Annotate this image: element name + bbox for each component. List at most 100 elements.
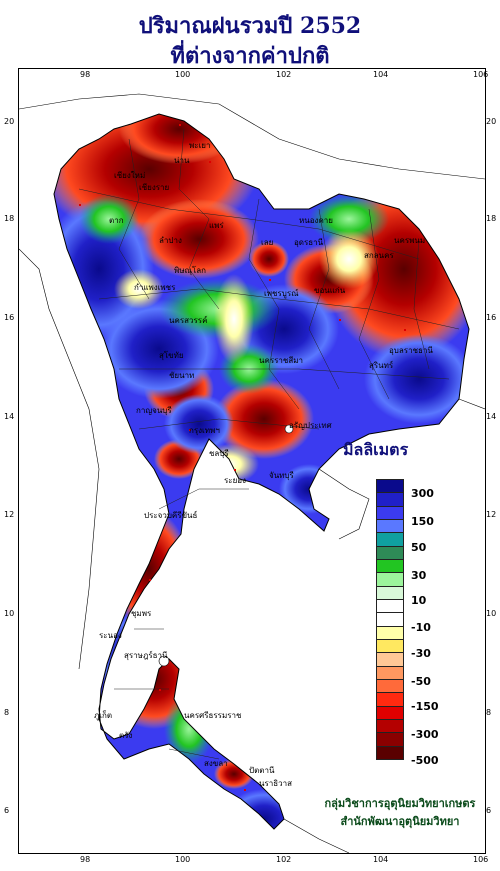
place-label: เลย xyxy=(261,238,274,247)
place-label: นราธิวาส xyxy=(259,779,293,788)
x-tick-top-100: 100 xyxy=(175,70,191,79)
legend-label: 300 xyxy=(411,487,434,500)
place-label: สุรินทร์ xyxy=(369,361,394,370)
legend-swatch xyxy=(376,572,404,587)
place-label: ลำปาง xyxy=(159,236,182,245)
place-label: เพชรบูรณ์ xyxy=(264,289,299,298)
place-label: ชัยนาท xyxy=(169,371,195,380)
place-label: สุโขทัย xyxy=(159,351,184,360)
place-label: สกลนคร xyxy=(364,251,394,260)
legend-swatch xyxy=(376,732,404,747)
x-tick-top-98: 98 xyxy=(80,70,91,79)
x-tick-top-102: 102 xyxy=(276,70,292,79)
x-tick-bottom-102: 102 xyxy=(276,855,292,864)
place-label: เชียงราย xyxy=(139,183,170,192)
legend-label: -30 xyxy=(411,647,431,660)
legend-swatch xyxy=(376,665,404,680)
place-label: พะเยา xyxy=(189,141,211,150)
y-tick-left-20: 20 xyxy=(4,117,15,126)
agency-line2: สำนักพัฒนาอุตุนิยมวิทยา xyxy=(340,815,460,828)
legend-unit: มิลลิเมตร xyxy=(343,440,409,459)
place-label: เชียงใหม่ xyxy=(114,171,146,180)
legend-swatch xyxy=(376,532,404,547)
x-tick-bottom-106: 106 xyxy=(473,855,489,864)
legend-swatch xyxy=(376,559,404,574)
place-label: นครสวรรค์ xyxy=(169,316,208,325)
map-title-line1: ปริมาณฝนรวมปี 2552 xyxy=(138,13,362,39)
y-tick-left-18: 18 xyxy=(4,214,15,223)
x-tick-top-106: 106 xyxy=(473,70,489,79)
x-tick-bottom-98: 98 xyxy=(80,855,91,864)
x-tick-bottom-100: 100 xyxy=(175,855,191,864)
legend-swatch xyxy=(376,519,404,534)
x-tick-bottom-104: 104 xyxy=(373,855,389,864)
legend-label: -10 xyxy=(411,621,431,634)
y-tick-right-16: 16 xyxy=(486,313,497,322)
place-label: ชุมพร xyxy=(131,609,152,618)
legend-swatch xyxy=(376,505,404,520)
legend-swatch xyxy=(376,705,404,720)
map-title-line2: ที่ต่างจากค่าปกติ xyxy=(170,43,330,69)
legend-swatch xyxy=(376,612,404,627)
legend-swatch xyxy=(376,479,404,494)
place-label: ภูเก็ต xyxy=(94,711,113,720)
legend-label: 50 xyxy=(411,541,427,554)
legend-swatch xyxy=(376,585,404,600)
place-label: หนองคาย xyxy=(299,216,333,225)
place-label: สุราษฎร์ธานี xyxy=(124,651,168,660)
place-label: ตาก xyxy=(109,216,124,225)
legend-swatch xyxy=(376,625,404,640)
place-label: สงขลา xyxy=(204,759,228,768)
place-label: ตรัง xyxy=(119,731,133,740)
place-label: นครราชสีมา xyxy=(259,356,303,365)
place-label: อุดรธานี xyxy=(294,238,324,247)
place-label: อรัญประเทศ xyxy=(289,421,332,430)
place-label: แพร่ xyxy=(209,221,224,230)
place-label: ประจวบคีรีขันธ์ xyxy=(144,511,198,520)
legend-swatch xyxy=(376,599,404,614)
legend-label: 150 xyxy=(411,515,434,528)
legend-label: -50 xyxy=(411,675,431,688)
agency-line1: กลุ่มวิชาการอุตุนิยมวิทยาเกษตร xyxy=(324,797,476,810)
legend-label: -150 xyxy=(411,700,439,713)
legend-swatch xyxy=(376,745,404,760)
legend-swatch xyxy=(376,692,404,707)
y-tick-right-20: 20 xyxy=(486,117,497,126)
y-tick-left-10: 10 xyxy=(4,609,15,618)
y-tick-left-14: 14 xyxy=(4,412,15,421)
place-label: ปัตตานี xyxy=(249,766,275,775)
place-label: ชลบุรี xyxy=(209,449,229,458)
legend-label: -300 xyxy=(411,728,439,741)
legend-swatch xyxy=(376,545,404,560)
place-label: จันทบุรี xyxy=(269,471,294,480)
y-tick-left-16: 16 xyxy=(4,313,15,322)
y-tick-left-8: 8 xyxy=(4,708,10,717)
place-label: ระยอง xyxy=(224,476,246,485)
place-label: ขอนแก่น xyxy=(314,286,346,295)
y-tick-right-14: 14 xyxy=(486,412,497,421)
place-label: อุบลราชธานี xyxy=(389,346,433,355)
place-label: นครศรีธรรมราช xyxy=(184,711,242,720)
legend-swatch xyxy=(376,679,404,694)
y-tick-right-10: 10 xyxy=(486,609,497,618)
y-tick-right-18: 18 xyxy=(486,214,497,223)
place-label: ระนอง xyxy=(99,631,122,640)
y-tick-right-8: 8 xyxy=(486,708,492,717)
legend-swatch xyxy=(376,639,404,654)
legend-swatch xyxy=(376,492,404,507)
y-tick-right-12: 12 xyxy=(486,510,497,519)
place-label: กรุงเทพฯ xyxy=(189,426,220,435)
place-label: พิษณุโลก xyxy=(174,266,207,275)
place-label: นครพนม xyxy=(394,236,426,245)
legend-label: 10 xyxy=(411,594,427,607)
place-label: กำแพงเพชร xyxy=(134,283,176,292)
place-label: น่าน xyxy=(174,156,190,165)
place-label: กาญจนบุรี xyxy=(136,406,172,415)
y-tick-right-6: 6 xyxy=(486,806,492,815)
x-tick-top-104: 104 xyxy=(373,70,389,79)
legend-label: -500 xyxy=(411,754,439,767)
legend-label: 30 xyxy=(411,569,427,582)
legend-swatch xyxy=(376,719,404,734)
y-tick-left-6: 6 xyxy=(4,806,10,815)
y-tick-left-12: 12 xyxy=(4,510,15,519)
